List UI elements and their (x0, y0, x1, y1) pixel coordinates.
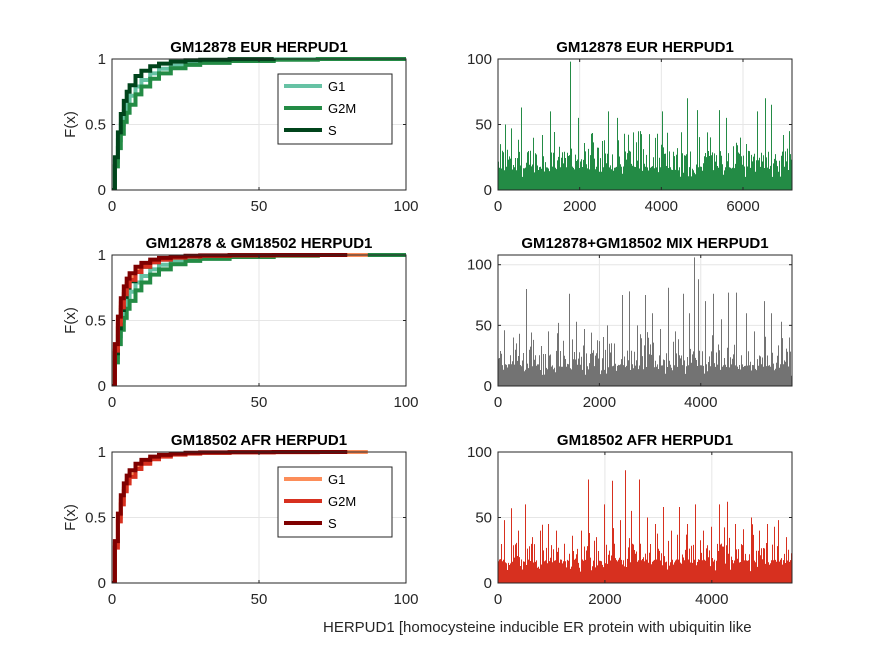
y-tick-label: 1 (98, 247, 106, 264)
panel-title: GM12878+GM18502 MIX HERPUD1 (521, 235, 768, 252)
legend: G1 G2M S (277, 466, 393, 538)
legend-label-g1: G1 (328, 472, 345, 487)
x-tick-label: 0 (494, 394, 502, 411)
x-tick-label: 100 (393, 591, 418, 608)
legend: G1 G2M S (277, 73, 393, 145)
legend-label-s: S (328, 123, 337, 138)
ecdf-line-series-2 (112, 253, 406, 386)
y-tick-label: 0.5 (85, 510, 106, 527)
x-tick-label: 0 (494, 591, 502, 608)
x-axis-label: HERPUD1 [homocysteine inducible ER prote… (323, 619, 752, 636)
panel-title: GM18502 AFR HERPUD1 (557, 432, 733, 449)
y-axis-label: F(x) (62, 504, 79, 531)
x-tick-label: 4000 (645, 198, 678, 215)
ecdf-line-s (112, 57, 276, 190)
x-tick-label: 0 (108, 198, 116, 215)
panel-3: 0 50 100 0 0.5 1 GM12878 & GM18502 HERPUD1 F(x) (62, 235, 419, 411)
x-tick-label: 50 (251, 198, 268, 215)
y-tick-label: 1 (98, 51, 106, 68)
x-tick-label: 2000 (583, 394, 616, 411)
y-tick-label: 0 (484, 575, 492, 592)
panel-title: GM12878 EUR HERPUD1 (170, 39, 348, 56)
x-tick-label: 50 (251, 591, 268, 608)
ecdf-line-g2m (112, 57, 406, 190)
y-tick-label: 100 (467, 51, 492, 68)
y-axis-label: F(x) (62, 111, 79, 138)
panel-2: 0 2000 4000 6000 0 50 100 GM12878 EUR HERPUD1 (467, 39, 793, 215)
panel-title: GM18502 AFR HERPUD1 (171, 432, 347, 449)
x-tick-label: 0 (494, 198, 502, 215)
legend-label-g2m: G2M (328, 494, 356, 509)
y-tick-label: 0 (484, 182, 492, 199)
y-axis-label: F(x) (62, 307, 79, 334)
x-tick-label: 2000 (588, 591, 621, 608)
x-tick-label: 4000 (684, 394, 717, 411)
y-tick-label: 50 (475, 510, 492, 527)
panel-4: 0 2000 4000 0 50 100 GM12878+GM18502 MIX HERPU… (467, 235, 793, 411)
panel-5: 0 50 100 0 0.5 1 GM18502 AFR HERPUD1 F(x) G1 G2M S (62, 432, 419, 608)
panel-title: GM12878 EUR HERPUD1 (556, 39, 734, 56)
legend-label-s: S (328, 516, 337, 531)
y-tick-label: 1 (98, 444, 106, 461)
legend-label-g2m: G2M (328, 101, 356, 116)
x-tick-label: 0 (108, 394, 116, 411)
legend-label-g1: G1 (328, 79, 345, 94)
y-tick-label: 0 (484, 378, 492, 395)
y-tick-label: 0 (98, 575, 106, 592)
y-tick-label: 0 (98, 182, 106, 199)
y-tick-label: 50 (475, 117, 492, 134)
y-tick-label: 0 (98, 378, 106, 395)
panel-1: 0 50 100 0 0.5 1 GM12878 EUR HERPUD1 F(x) G1 G2M S (62, 39, 419, 215)
x-tick-label: 100 (393, 394, 418, 411)
x-tick-label: 50 (251, 394, 268, 411)
x-tick-label: 2000 (563, 198, 596, 215)
panel-6: 0 2000 4000 0 50 100 GM18502 AFR HERPUD1 (467, 432, 793, 608)
x-tick-label: 0 (108, 591, 116, 608)
y-tick-label: 100 (467, 444, 492, 461)
axes-frame (497, 254, 793, 387)
y-tick-label: 0.5 (85, 313, 106, 330)
y-tick-label: 100 (467, 257, 492, 274)
y-tick-label: 0.5 (85, 117, 106, 134)
x-tick-label: 6000 (726, 198, 759, 215)
y-tick-label: 50 (475, 317, 492, 334)
panel-title: GM12878 & GM18502 HERPUD1 (146, 235, 373, 252)
x-tick-label: 4000 (695, 591, 728, 608)
x-tick-label: 100 (393, 198, 418, 215)
